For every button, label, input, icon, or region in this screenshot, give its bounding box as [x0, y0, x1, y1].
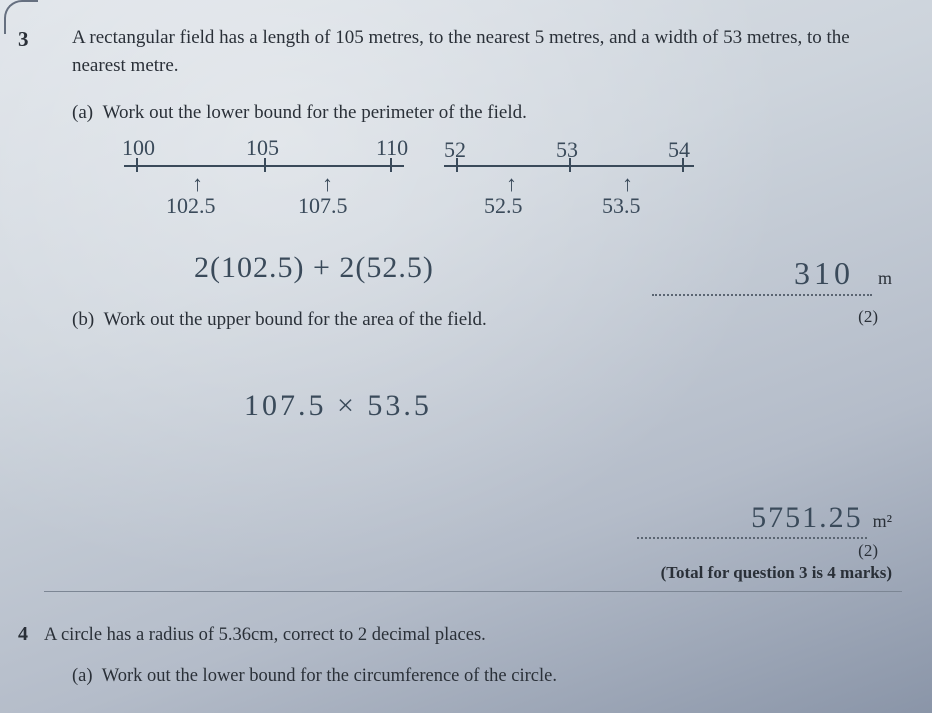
nl2-m1: 52.5	[484, 193, 523, 219]
nl1-t1: 100	[122, 135, 155, 161]
q3b-text: Work out the upper bound for the area of…	[104, 309, 487, 330]
nl1-m1: 102.5	[166, 193, 216, 219]
q4-stem: A circle has a radius of 5.36cm, correct…	[44, 625, 486, 645]
q3b-answer: 5751.25	[751, 501, 867, 534]
numberline-width: 52 53 54 ↑ ↑ 52.5 53.5	[444, 153, 694, 213]
nl1-m2: 107.5	[298, 193, 348, 219]
q3-number: 3	[18, 24, 29, 54]
nl2-t3: 54	[668, 137, 690, 163]
q3b-label: (b)	[72, 309, 94, 330]
nl2-t2: 53	[556, 137, 578, 163]
q3-total: (Total for question 3 is 4 marks)	[44, 563, 902, 583]
nl2-m2: 53.5	[602, 193, 641, 219]
q3b-marks: (2)	[44, 541, 902, 561]
q4-number: 4	[18, 620, 28, 649]
q3a-prompt: (a) Work out the lower bound for the per…	[72, 99, 902, 127]
question-divider	[44, 591, 902, 592]
worksheet-page: 3 A rectangular field has a length of 10…	[0, 0, 932, 713]
q3-stem: A rectangular field has a length of 105 …	[72, 24, 902, 79]
q3a-answer-row: 310 m	[44, 255, 902, 296]
q3b-unit: m²	[873, 511, 892, 532]
nl1-t3: 110	[376, 135, 408, 161]
q3a-label: (a)	[72, 102, 93, 123]
q4-block: 4 A circle has a radius of 5.36cm, corre…	[44, 620, 902, 690]
q4a-prompt: (a) Work out the lower bound for the cir…	[72, 663, 902, 690]
q3a-text: Work out the lower bound for the perimet…	[103, 102, 527, 123]
nl1-t2: 105	[246, 135, 279, 161]
numberlines-row: 100 105 110 ↑ ↑ 102.5 107.5 52 53 54 ↑ ↑…	[124, 153, 902, 213]
q3b-working: 107.5 × 53.5	[244, 389, 902, 423]
numberline-length: 100 105 110 ↑ ↑ 102.5 107.5	[124, 153, 404, 213]
nl2-t1: 52	[444, 137, 466, 163]
q3a-unit: m	[878, 268, 892, 289]
q4a-label: (a)	[72, 666, 93, 686]
q4a-text: Work out the lower bound for the circumf…	[102, 666, 557, 686]
q3a-answer: 310	[794, 255, 872, 291]
q3b-answer-row: 5751.25 m²	[44, 501, 902, 539]
